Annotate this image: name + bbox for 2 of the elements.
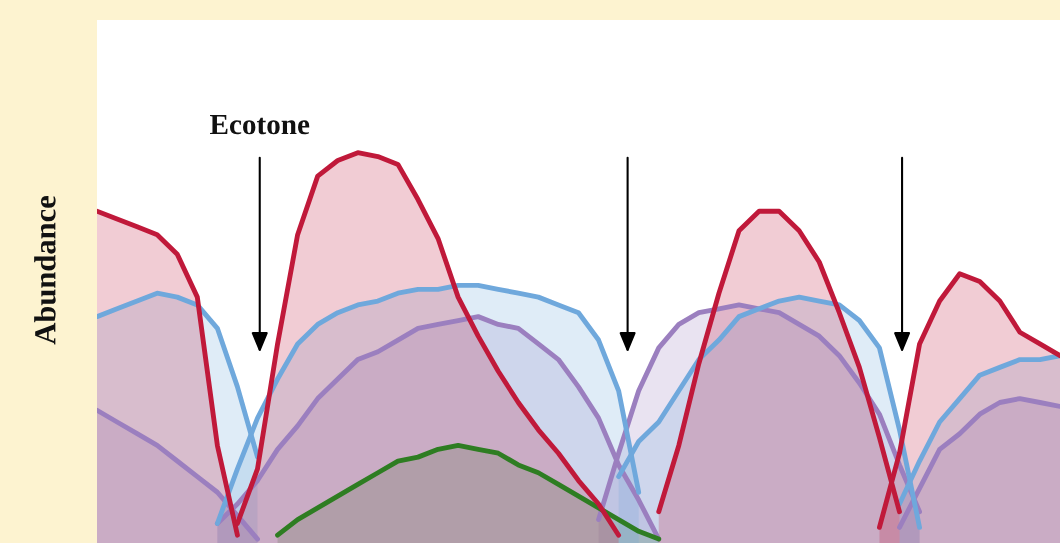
y-axis-title: Abundance xyxy=(34,196,56,345)
text: Ecotone xyxy=(210,114,310,135)
